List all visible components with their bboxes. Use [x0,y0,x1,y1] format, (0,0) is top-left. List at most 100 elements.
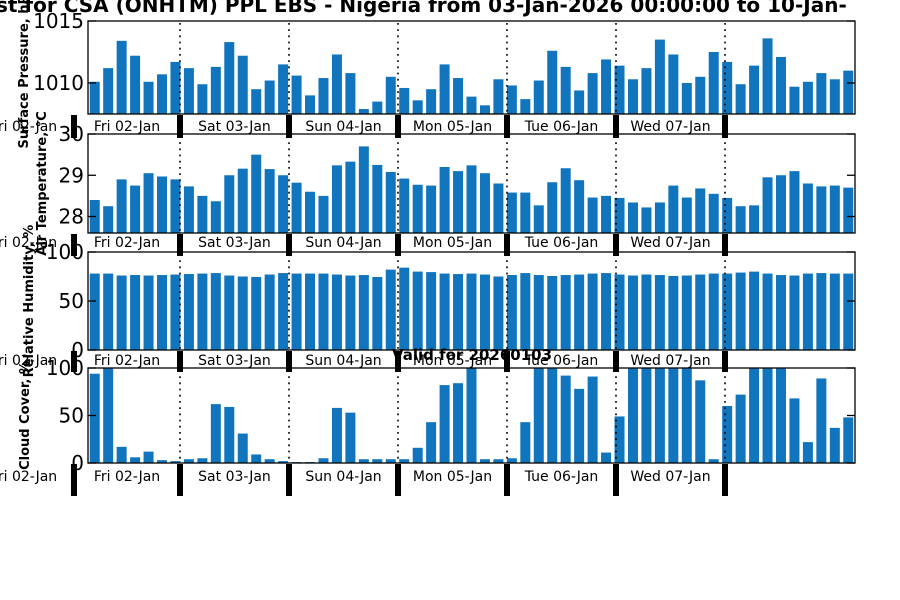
bar [708,193,719,233]
bar [533,205,544,233]
bar [506,85,517,114]
bar [641,274,652,350]
bar [224,275,235,350]
day-tick-major [613,464,619,496]
bar [843,417,854,463]
bar [331,407,342,463]
bar [331,165,342,233]
bar [829,79,840,114]
x-day-label: Sun 04-Jan [305,353,381,369]
bar [210,201,221,233]
x-day-label-left: Fri 02-Jan [0,235,57,251]
bar [775,368,786,463]
bar [358,275,369,350]
bar [170,61,181,114]
x-day-label-left: Fri 02-Jan [0,469,57,485]
bar [614,65,625,114]
bar [802,273,813,350]
bar [345,161,356,233]
y-axis-label: Surface Pressure, hPa [17,0,32,148]
day-tick-major [71,234,77,256]
bar [237,168,248,233]
bar [439,273,450,350]
bar [385,459,396,463]
valid-for-annotation: Valid for 20260103 [391,346,553,364]
bar [237,55,248,114]
x-day-label: Wed 07-Jan [630,353,710,369]
day-tick-major [395,351,401,372]
bar [466,273,477,350]
bar [654,275,665,350]
bar [601,452,612,463]
bar [170,274,181,350]
bar [479,105,490,114]
bar [816,73,827,114]
bar [560,66,571,114]
bar [506,275,517,350]
bar [318,273,329,350]
x-day-label: Mon 05-Jan [413,469,492,485]
bar [574,388,585,463]
bar [493,459,504,463]
bar [520,273,531,350]
bar [358,146,369,233]
bar [587,197,598,233]
bar [399,178,410,233]
bar [157,74,168,114]
bar [735,84,746,114]
bar [385,171,396,233]
bar [762,273,773,350]
bar [305,95,316,114]
bar [668,368,679,463]
x-day-label: Sun 04-Jan [305,235,381,251]
bar [816,186,827,233]
bar [251,89,262,114]
day-tick-major [722,464,728,496]
bar [533,275,544,350]
bar [183,68,194,114]
bar [358,459,369,463]
bar [264,80,275,114]
bar [130,185,141,233]
bar [130,275,141,350]
bar [89,273,100,350]
bar [601,59,612,114]
day-tick-major [286,351,292,372]
bar [224,175,235,233]
day-tick-major [613,234,619,256]
bar [318,195,329,233]
y-tick-label: 50 [59,404,84,428]
bar [372,101,383,114]
bar [479,459,490,463]
x-day-label: Sat 03-Jan [198,353,271,369]
bar [345,73,356,114]
bar [183,186,194,233]
bar [829,427,840,463]
bar [130,457,141,463]
bar [318,78,329,114]
bar [601,195,612,233]
bar [197,195,208,233]
bar [224,406,235,463]
bar [789,171,800,233]
day-tick-major [177,115,183,138]
bar [654,368,665,463]
bar [506,458,517,463]
bar [762,38,773,114]
bar [762,368,773,463]
y-tick-label: 29 [59,163,84,187]
day-tick-major [504,351,510,372]
bar [453,171,464,233]
bar [345,412,356,463]
bar [143,451,154,463]
day-tick-major [613,351,619,372]
bar [466,165,477,233]
bar [331,54,342,114]
bar [547,50,558,114]
bar [708,273,719,350]
bar [574,274,585,350]
bar [412,100,423,114]
bar [439,167,450,233]
bar [412,447,423,463]
